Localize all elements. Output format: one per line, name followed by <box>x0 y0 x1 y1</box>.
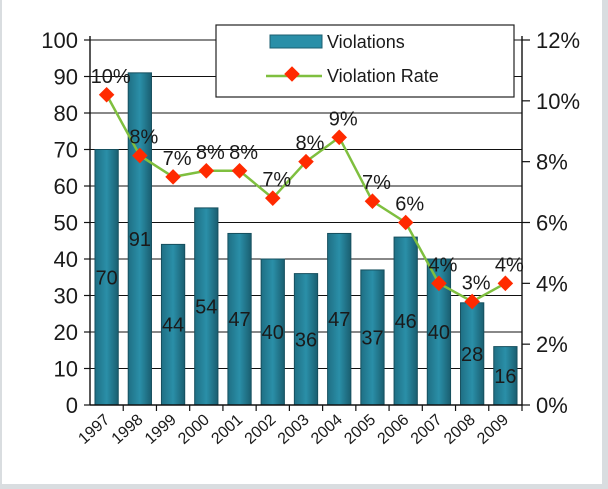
bar-value-label: 70 <box>95 267 117 289</box>
legend-label-violation-rate: Violation Rate <box>327 66 439 86</box>
y-axis-tick-label: 40 <box>54 247 78 272</box>
rate-marker-2001 <box>231 163 248 179</box>
y2-axis-tick-label: 10% <box>536 89 580 114</box>
y2-axis-tick-label: 0% <box>536 393 568 418</box>
rate-value-label: 3% <box>462 273 491 295</box>
x-axis-tick-label: 2009 <box>474 411 512 448</box>
bar-value-label: 54 <box>195 296 217 318</box>
rate-value-label: 8% <box>196 142 225 164</box>
bar-value-label: 40 <box>262 322 284 344</box>
x-axis-tick-label: 2002 <box>242 411 280 448</box>
x-axis-tick-label: 2005 <box>341 411 379 448</box>
y2-axis-tick-label: 2% <box>536 332 568 357</box>
x-axis-tick-label: 2000 <box>175 411 213 448</box>
bar-value-label: 47 <box>228 309 250 331</box>
y-axis-tick-label: 0 <box>66 393 78 418</box>
rate-value-label: 8% <box>296 133 325 155</box>
x-axis-tick-label: 2003 <box>275 411 313 448</box>
rate-marker-2005 <box>364 193 381 209</box>
rate-value-label: 4% <box>495 254 524 276</box>
rate-value-label: 7% <box>262 169 291 191</box>
rate-marker-2003 <box>298 153 314 170</box>
rate-marker-2002 <box>264 190 281 206</box>
rate-value-label: 8% <box>129 127 158 149</box>
y-axis-tick-label: 80 <box>54 101 78 126</box>
y-axis-tick-label: 10 <box>54 357 78 382</box>
y2-axis-tick-label: 4% <box>536 271 568 296</box>
bar-value-label: 28 <box>461 344 483 366</box>
bar-value-label: 16 <box>494 366 516 388</box>
legend-label-violations: Violations <box>327 32 405 52</box>
chart-legend: Violations Violation Rate <box>215 24 515 98</box>
x-axis-tick-label: 2007 <box>408 411 446 448</box>
y-axis-tick-label: 20 <box>54 320 78 345</box>
rate-marker-2004 <box>331 129 348 146</box>
y-axis-tick-label: 90 <box>54 65 78 90</box>
chart-frame: 70 91 44 54 47 40 36 47 37 46 40 28 16 10% 8% 7% 8% 8% 7%… <box>2 0 602 484</box>
y2-axis-tick-label: 8% <box>536 150 568 175</box>
bar-value-label: 47 <box>328 309 350 331</box>
rate-marker-1999 <box>165 169 181 185</box>
bar-value-label: 46 <box>395 311 417 333</box>
bar-value-label: 91 <box>129 229 151 251</box>
rate-value-label: 4% <box>428 254 457 276</box>
rate-value-label: 8% <box>229 142 258 164</box>
y2-axis-tick-label: 6% <box>536 211 568 236</box>
rate-marker-1997 <box>98 86 115 103</box>
x-axis-tick-label: 2008 <box>441 411 479 448</box>
y-axis-tick-label: 30 <box>54 284 78 309</box>
y-axis-tick-label: 100 <box>41 28 78 53</box>
x-axis-tick-label: 2001 <box>208 411 246 448</box>
x-axis-tick-label: 1999 <box>142 411 180 448</box>
bar-value-label: 36 <box>295 329 317 351</box>
legend-bar-swatch <box>269 34 323 49</box>
rate-value-label: 10% <box>91 66 131 88</box>
x-axis-tick-label: 1997 <box>75 411 113 448</box>
bar-value-label: 37 <box>361 327 383 349</box>
bar-data-labels: 70 91 44 54 47 40 36 47 37 46 40 28 16 <box>95 229 516 388</box>
y-axis-tick-label: 50 <box>54 211 78 236</box>
bar-value-label: 44 <box>162 315 184 337</box>
rate-marker-2000 <box>198 163 215 179</box>
x-axis-tick-label: 2004 <box>308 411 346 448</box>
rate-value-label: 9% <box>329 108 358 130</box>
rate-value-label: 6% <box>395 194 424 216</box>
rate-value-label: 7% <box>163 148 192 170</box>
x-axis-tick-label: 1998 <box>109 411 147 448</box>
rate-marker-2006 <box>397 214 414 231</box>
bar-series <box>94 72 518 406</box>
rate-marker-1998 <box>132 147 148 164</box>
x-axis-tick-label: 2006 <box>375 411 413 448</box>
y-axis-tick-label: 60 <box>54 174 78 199</box>
y2-axis-tick-label: 12% <box>536 28 580 53</box>
bar-value-label: 40 <box>428 322 450 344</box>
rate-marker-2009 <box>497 275 514 292</box>
rate-value-label: 7% <box>362 172 391 194</box>
legend-box <box>215 24 515 98</box>
rate-data-labels: 10%8%7% 8% 8%7%8%9%7%6%4%3%4% <box>91 66 524 295</box>
y-axis-tick-label: 70 <box>54 138 78 163</box>
rate-series <box>98 86 514 310</box>
